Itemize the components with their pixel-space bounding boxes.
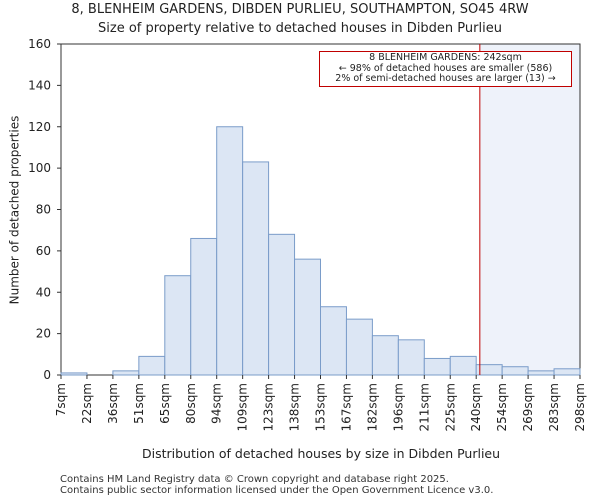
bar-211sqm (423, 357, 451, 376)
annotation-line-1: 8 BLENHEIM GARDENS: 242sqm (369, 52, 522, 63)
x-tick-label: 36sqm (106, 383, 120, 424)
x-tick-label: 211sqm (417, 383, 431, 431)
bar-123sqm (268, 233, 296, 376)
bar-167sqm (345, 318, 373, 376)
x-tick-label: 182sqm (365, 383, 379, 431)
footer-copyright: Contains HM Land Registry data © Crown c… (60, 474, 449, 485)
bar-7sqm (60, 372, 88, 376)
bar-109sqm (242, 161, 270, 376)
x-tick-label: 94sqm (210, 383, 224, 424)
x-tick-label: 123sqm (262, 383, 276, 431)
bar-254sqm (501, 366, 529, 376)
bar-94sqm (216, 126, 244, 376)
x-tick-label: 254sqm (495, 383, 509, 431)
bar-283sqm (553, 368, 581, 376)
x-tick-label: 283sqm (547, 383, 561, 431)
bar-182sqm (371, 335, 399, 376)
bar-51sqm (138, 355, 166, 376)
x-tick-label: 51sqm (132, 383, 146, 424)
x-tick-label: 109sqm (236, 383, 250, 431)
highlight-region (479, 44, 580, 375)
x-tick-label: 80sqm (184, 383, 198, 424)
bar-36sqm (112, 370, 140, 376)
x-tick-label: 65sqm (158, 383, 172, 424)
x-tick-label: 240sqm (469, 383, 483, 431)
y-tick-label: 80 (36, 203, 51, 217)
bar-269sqm (527, 370, 555, 376)
bar-153sqm (320, 306, 347, 376)
y-tick-label: 0 (43, 368, 51, 382)
chart-title: Size of property relative to detached ho… (98, 21, 502, 36)
bar-80sqm (190, 237, 218, 376)
chart-title-address: 8, BLENHEIM GARDENS, DIBDEN PURLIEU, SOU… (71, 2, 529, 17)
y-tick-label: 40 (36, 285, 51, 299)
bar-225sqm (449, 355, 477, 376)
x-axis-label: Distribution of detached houses by size … (141, 446, 501, 461)
x-tick-label: 7sqm (54, 383, 68, 416)
marker-annotation-box: 8 BLENHEIM GARDENS: 242sqm ← 98% of deta… (319, 51, 572, 87)
x-tick-label: 225sqm (443, 383, 457, 431)
bar-138sqm (294, 258, 321, 376)
y-tick-label: 160 (28, 37, 51, 51)
y-tick-label: 60 (36, 244, 51, 258)
footer-licence: Contains public sector information licen… (60, 485, 494, 496)
bar-65sqm (164, 275, 192, 376)
y-tick-label: 140 (28, 78, 51, 92)
x-tick-label: 22sqm (80, 383, 94, 424)
annotation-line-3: 2% of semi-detached houses are larger (1… (335, 73, 556, 84)
x-tick-label: 153sqm (314, 383, 328, 431)
x-tick-label: 138sqm (288, 383, 302, 431)
y-tick-label: 100 (28, 161, 51, 175)
x-tick-label: 269sqm (521, 383, 535, 431)
x-tick-label: 196sqm (391, 383, 405, 431)
y-tick-label: 120 (28, 120, 51, 134)
y-axis-label: Number of detached properties (6, 115, 21, 305)
annotation-line-2: ← 98% of detached houses are smaller (58… (338, 62, 553, 74)
bar-196sqm (397, 339, 425, 376)
y-tick-label: 20 (36, 327, 51, 341)
x-tick-label: 298sqm (573, 383, 587, 431)
x-tick-label: 167sqm (339, 383, 353, 431)
